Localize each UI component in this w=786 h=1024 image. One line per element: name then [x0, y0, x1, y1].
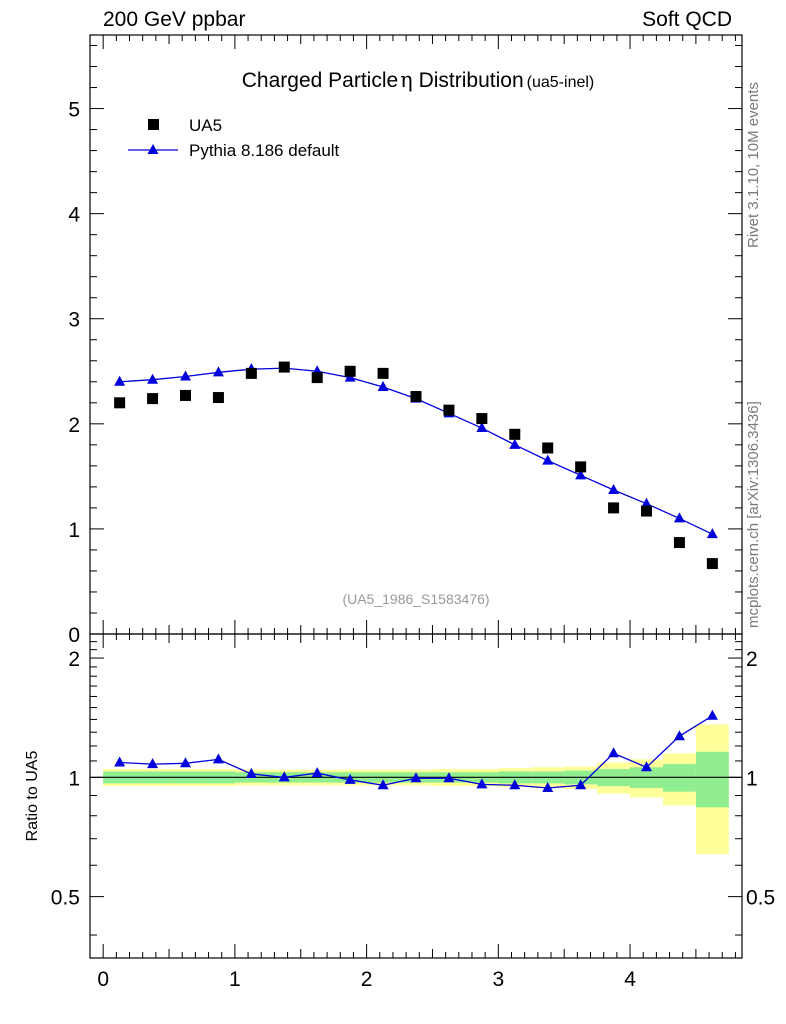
chart-title: Charged Particleη Distribution (ua5-inel)	[242, 68, 595, 92]
legend-pythia-label: Pythia 8.186 default	[189, 141, 340, 160]
header-process-label: 200 GeV ppbar	[103, 8, 246, 31]
chart-title-tag: (ua5-inel)	[527, 74, 595, 91]
ratio-y-axis-label: Ratio to UA5	[24, 751, 41, 842]
ua5-point	[344, 365, 356, 377]
y-tick-label: 2	[68, 414, 80, 437]
ratio-point	[147, 758, 159, 769]
ratio-y-tick-label: 0.5	[51, 887, 80, 910]
legend-ua5-marker	[148, 119, 159, 130]
x-tick-label: 0	[97, 968, 109, 991]
y-tick-label: 4	[68, 204, 80, 227]
chart-title-symbol: η	[400, 68, 413, 92]
ratio-point	[673, 730, 685, 741]
ua5-point	[410, 391, 422, 403]
pythia-point	[114, 375, 126, 386]
ratio-green-band	[695, 751, 729, 808]
chart-title-text: Charged Particle	[242, 69, 398, 92]
x-tick-label: 4	[624, 968, 636, 991]
ua5-point	[575, 461, 587, 473]
ratio-y-tick-label-right: 1	[746, 767, 758, 790]
ratio-point	[706, 709, 718, 720]
x-tick-label: 1	[229, 968, 241, 991]
ua5-point	[212, 392, 224, 404]
ratio-y-tick-label: 2	[68, 648, 80, 671]
x-tick-label: 2	[361, 968, 373, 991]
ratio-point	[377, 779, 389, 790]
ua5-point	[542, 442, 554, 454]
ua5-point	[673, 537, 685, 549]
ratio-point	[344, 773, 356, 784]
ua5-point	[443, 404, 455, 416]
ratio-point	[212, 753, 224, 764]
ratio-point	[443, 772, 455, 783]
header-category-label: Soft QCD	[642, 8, 732, 31]
y-tick-label: 5	[68, 99, 80, 122]
pythia-point	[476, 422, 488, 433]
ua5-point	[377, 367, 389, 379]
ua5-point	[245, 367, 257, 379]
rivet-version-label: Rivet 3.1.10, 10M events	[745, 82, 762, 248]
mcplots-reference-label: mcplots.cern.ch [arXiv:1306.3436]	[745, 401, 762, 628]
ratio-point	[179, 757, 191, 768]
pythia-point	[673, 512, 685, 523]
pythia-point	[641, 497, 653, 508]
pythia-point	[179, 370, 191, 381]
y-tick-label: 1	[68, 519, 80, 542]
pythia-point	[147, 373, 159, 384]
ua5-point	[311, 372, 323, 384]
pythia-point	[706, 528, 718, 539]
chart-title-rest: Distribution	[413, 69, 524, 92]
ratio-point	[114, 756, 126, 767]
ratio-point	[509, 779, 521, 790]
ratio-point	[641, 761, 653, 772]
ratio-point	[278, 771, 290, 782]
ua5-point	[147, 393, 159, 405]
ratio-y-tick-label-right: 0.5	[746, 887, 775, 910]
ratio-point	[410, 772, 422, 783]
ratio-y-tick-label-right: 2	[746, 648, 758, 671]
pythia-point	[608, 484, 620, 495]
pythia-point	[212, 366, 224, 377]
ratio-point	[245, 767, 257, 778]
ua5-point	[509, 428, 521, 440]
legend-pythia-marker	[147, 144, 159, 154]
x-tick-label: 3	[492, 968, 504, 991]
ratio-point	[575, 779, 587, 790]
ua5-point	[278, 361, 290, 373]
legend-ua5-label: UA5	[189, 116, 222, 135]
pythia-point	[542, 454, 554, 465]
analysis-label: (UA5_1986_S1583476)	[342, 591, 489, 607]
ua5-point	[641, 505, 653, 517]
pythia-point	[509, 438, 521, 449]
ratio-y-tick-label: 1	[68, 767, 80, 790]
ua5-point	[179, 389, 191, 401]
ua5-point	[608, 502, 620, 514]
main-frame	[89, 34, 743, 635]
ratio-point	[476, 778, 488, 789]
ua5-point	[476, 413, 488, 425]
y-tick-label-zero: 0	[68, 624, 80, 647]
ua5-point	[706, 558, 718, 570]
ratio-frame	[89, 633, 743, 959]
ratio-point	[608, 747, 620, 758]
ratio-point	[542, 781, 554, 792]
ua5-point	[114, 397, 126, 409]
pythia-point	[575, 469, 587, 480]
ratio-point	[311, 767, 323, 778]
y-tick-label: 3	[68, 309, 80, 332]
pythia-point	[377, 381, 389, 392]
